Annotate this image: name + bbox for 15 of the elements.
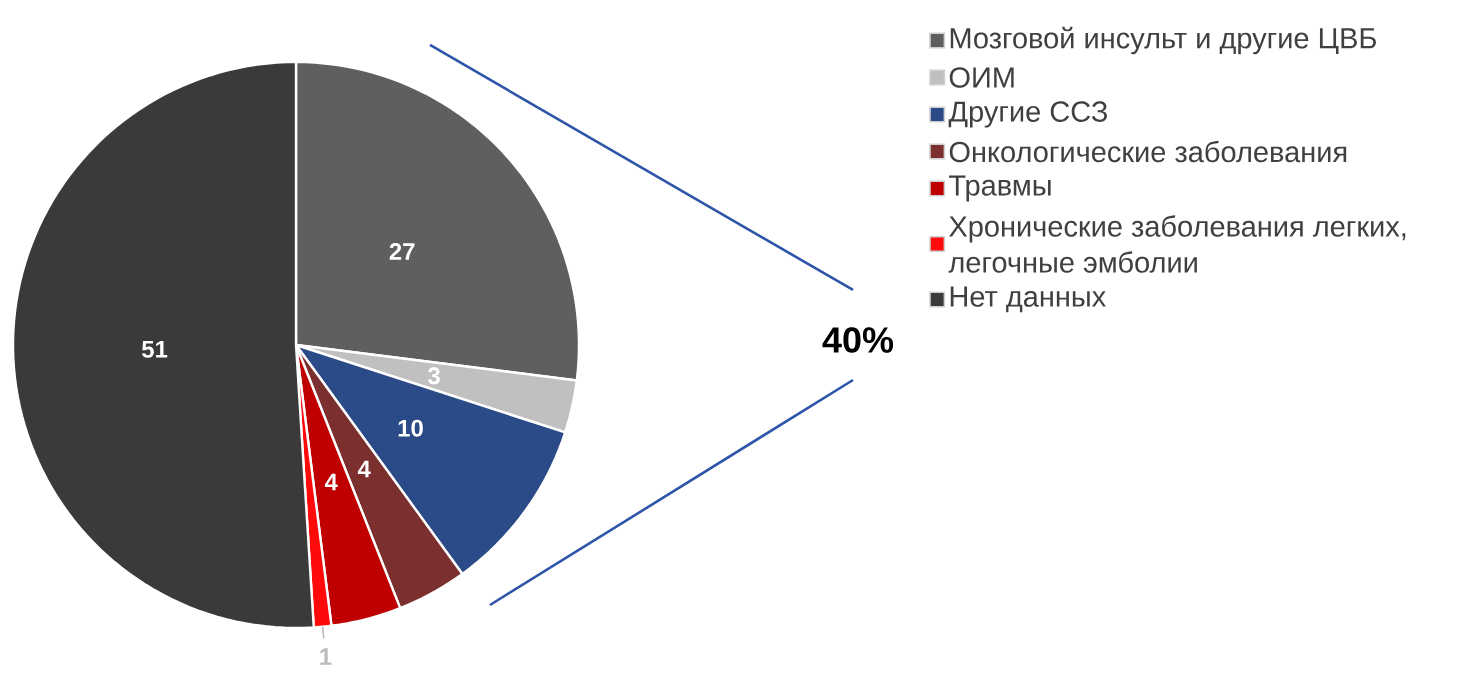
legend-label: Нет данных (950, 286, 1106, 313)
text: 40% (822, 327, 894, 353)
data-label: 3 (428, 367, 440, 385)
legend-label: ОИМ (949, 67, 1014, 88)
legend-label: Травмы (949, 175, 1051, 202)
data-label: 4 (324, 473, 338, 491)
data-label: 4 (357, 460, 371, 478)
legend-label: Мозговой инсульт и другие ЦВБ (950, 26, 1376, 55)
data-label: 1 (320, 648, 332, 665)
legend-label: Онкологические заболевания (949, 140, 1347, 163)
data-label: 51 (141, 341, 168, 358)
data-label: 10 (398, 419, 423, 437)
legend-label: Хронические заболевания легких, легочные эмболии (948, 215, 1406, 273)
data-label: 27 (389, 243, 415, 260)
legend-label: Другие ССЗ (948, 101, 1107, 128)
